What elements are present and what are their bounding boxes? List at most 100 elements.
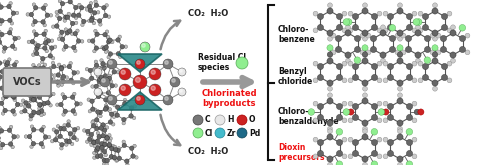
Circle shape [22,99,25,102]
Text: precursors: precursors [278,153,324,163]
Circle shape [418,78,423,83]
Circle shape [80,23,84,27]
Text: Chloro-: Chloro- [278,108,310,116]
Circle shape [108,38,112,42]
Circle shape [6,74,10,79]
Circle shape [62,95,67,100]
Circle shape [112,60,115,63]
Circle shape [401,50,406,55]
Circle shape [348,61,353,66]
Circle shape [336,114,342,121]
Circle shape [102,46,106,51]
Circle shape [327,8,333,14]
Circle shape [102,66,106,70]
Circle shape [377,101,382,106]
Circle shape [92,140,96,144]
Circle shape [372,63,378,70]
Circle shape [370,46,376,53]
Circle shape [96,11,100,14]
Circle shape [66,15,70,19]
Text: byproducts: byproducts [202,99,256,108]
Circle shape [12,80,17,85]
Circle shape [85,8,88,11]
Circle shape [20,103,23,107]
Circle shape [0,69,4,74]
Circle shape [424,46,430,53]
Circle shape [91,121,94,124]
Circle shape [60,30,64,34]
Circle shape [352,13,358,20]
Circle shape [60,1,64,6]
Circle shape [362,162,368,165]
Circle shape [440,35,446,42]
Circle shape [79,102,82,105]
Circle shape [98,154,103,158]
Circle shape [82,129,86,132]
Circle shape [327,156,333,162]
Circle shape [104,50,108,53]
Circle shape [24,105,27,108]
Circle shape [4,94,8,99]
Circle shape [32,72,36,77]
Circle shape [406,129,412,135]
Circle shape [178,88,186,96]
Circle shape [4,77,7,80]
Circle shape [119,84,131,96]
Circle shape [96,131,100,135]
Circle shape [92,140,96,145]
Circle shape [112,157,116,160]
Circle shape [44,29,48,33]
Circle shape [96,94,101,99]
Circle shape [327,45,333,51]
Circle shape [0,75,2,79]
Circle shape [34,32,38,37]
Circle shape [101,46,104,49]
Circle shape [60,147,63,150]
Circle shape [436,33,441,38]
Circle shape [371,129,378,135]
Circle shape [40,60,44,64]
Circle shape [336,24,342,31]
Circle shape [372,139,378,146]
Circle shape [96,143,100,147]
Circle shape [72,13,76,17]
Circle shape [388,24,394,31]
Circle shape [180,89,182,92]
Circle shape [113,103,116,107]
Circle shape [42,87,46,92]
Circle shape [352,139,358,146]
Circle shape [336,103,342,110]
Circle shape [8,31,12,35]
Circle shape [360,50,365,55]
Polygon shape [118,92,162,110]
Circle shape [94,126,99,131]
Circle shape [38,103,42,107]
Circle shape [44,86,47,90]
Circle shape [398,162,402,165]
Circle shape [398,36,402,41]
Circle shape [38,107,41,110]
Circle shape [11,11,16,15]
Circle shape [0,101,4,105]
Circle shape [397,156,403,162]
Circle shape [90,76,94,81]
Circle shape [59,34,62,37]
Circle shape [44,84,47,88]
FancyBboxPatch shape [3,68,51,96]
Circle shape [0,5,4,9]
Circle shape [34,80,39,84]
Circle shape [65,31,70,35]
Circle shape [430,50,435,55]
Text: O: O [249,115,256,125]
Circle shape [42,32,46,36]
Text: Benzyl: Benzyl [278,67,306,77]
Circle shape [149,84,161,96]
Circle shape [16,102,20,107]
Circle shape [105,126,108,129]
Circle shape [383,11,388,16]
Circle shape [74,21,78,25]
Circle shape [388,63,394,70]
Circle shape [63,109,68,114]
Circle shape [380,25,386,30]
Circle shape [318,150,324,157]
